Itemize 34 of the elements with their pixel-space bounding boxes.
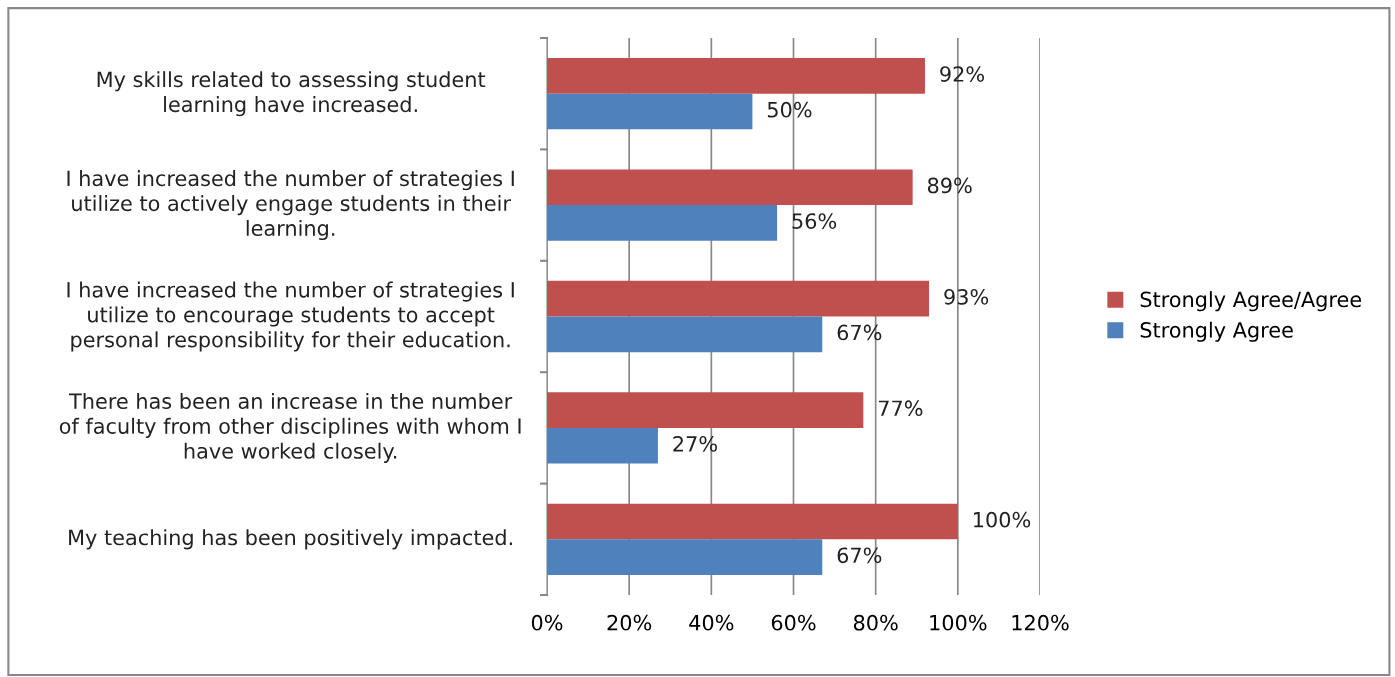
bar (547, 58, 925, 94)
x-tick-label: 40% (689, 614, 734, 631)
x-tick-label: 0% (531, 614, 563, 631)
x-tick-label: 80% (853, 614, 898, 631)
x-tick-label: 60% (771, 614, 816, 631)
x-tick-label: 120% (1012, 614, 1069, 631)
bar (547, 392, 864, 428)
bar (547, 427, 658, 464)
bar (547, 205, 778, 241)
data-label: 100% (974, 511, 1031, 528)
data-label: 77% (878, 400, 923, 417)
bar (547, 169, 913, 206)
data-label: 67% (837, 324, 882, 341)
y-tick-label: My teaching has been positively impacted. (69, 529, 512, 550)
data-label: 50% (767, 101, 812, 118)
x-tick-label: 20% (607, 614, 652, 631)
data-label: 92% (940, 66, 985, 82)
bar (547, 280, 930, 317)
data-label: 67% (837, 547, 882, 564)
y-tick-label: My skills related to assessing student learning have increased. (97, 71, 486, 117)
data-label: 89% (927, 177, 972, 194)
x-tick-label: 100% (930, 614, 987, 631)
y-tick-label: There has been an increase in the number of faculty from other disciplines with whom I have worked closely. (59, 392, 521, 463)
bar (547, 503, 958, 540)
data-label: 27% (673, 436, 717, 452)
y-tick-label: I have increased the number of strategies I utilize to encourage students to accept personal responsibility for their education. (67, 281, 514, 352)
bar (547, 93, 753, 130)
data-label: 56% (792, 213, 837, 229)
legend-label: Strongly Agree/Agree (1140, 291, 1362, 312)
y-tick-label: I have increased the number of strategies I utilize to actively engage students in their learning. (67, 170, 514, 241)
bar (547, 316, 823, 353)
legend-label: Strongly Agree (1140, 321, 1293, 342)
bar (547, 539, 823, 575)
data-label: 93% (944, 288, 989, 305)
